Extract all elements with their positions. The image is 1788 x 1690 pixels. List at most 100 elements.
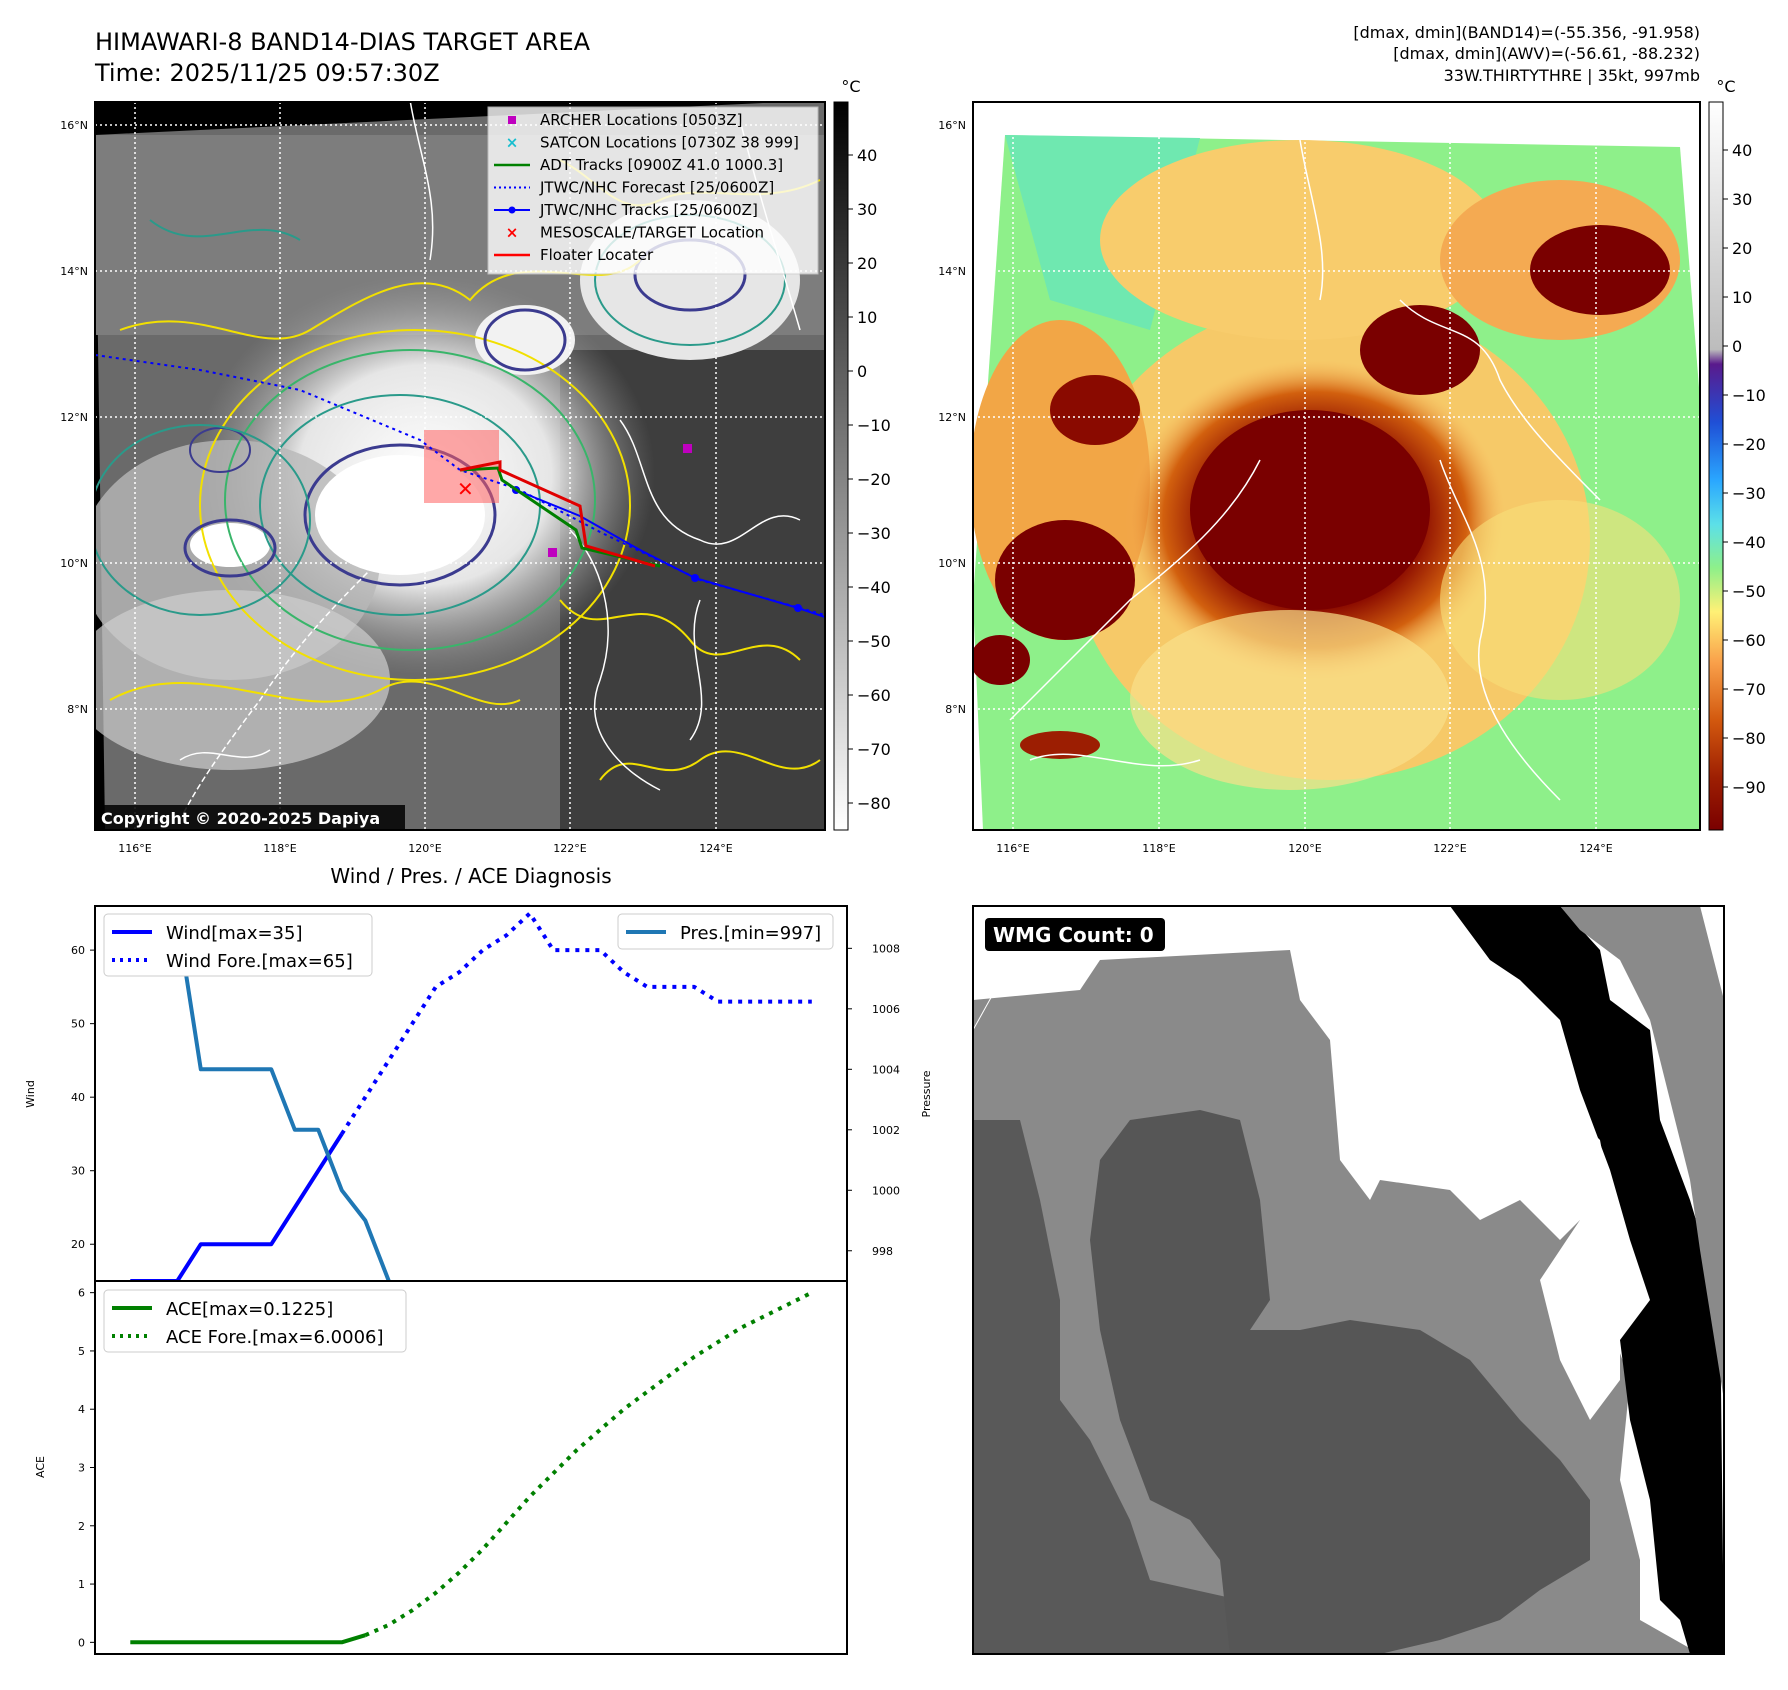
series-line-2 — [153, 916, 391, 1282]
awv-map: 116°E 118°E 120°E 122°E 124°E 16°N 14°N … — [938, 101, 1701, 855]
colorbar-tick-label: −50 — [1732, 582, 1766, 601]
diagnosis-title: Wind / Pres. / ACE Diagnosis — [330, 864, 611, 888]
pressure-legend-entry: Pres.[min=997] — [680, 923, 821, 944]
pressure-axis-label: Pressure — [920, 1070, 933, 1117]
y-tick-label: 6 — [78, 1287, 85, 1300]
legend-entry-6: Floater Locater — [540, 246, 654, 264]
archer-location-marker — [548, 548, 557, 557]
wmg-count-label: WMG Count: 0 — [993, 923, 1154, 947]
legend-marker-dot — [508, 206, 516, 214]
wmg-panel: WMG Count: 0 — [972, 905, 1725, 1655]
lat-label-10-right: 10°N — [938, 557, 966, 570]
legend-entry-3: JTWC/NHC Forecast [25/0600Z] — [539, 179, 774, 197]
legend-entry-5: MESOSCALE/TARGET Location — [540, 224, 764, 242]
y2-tick-label: 1008 — [872, 942, 900, 955]
lon-label-120-right: 120°E — [1288, 842, 1321, 855]
ace-legend-entry: ACE[max=0.1225] — [166, 1299, 333, 1320]
awv-colorbar-unit: °C — [1716, 77, 1735, 96]
wind-legend: Wind[max=35] Wind Fore.[max=65] — [103, 913, 373, 977]
target-location-marker: ✕ — [457, 477, 474, 501]
floater-locater-track — [459, 460, 656, 568]
colorbar-tick-label: 30 — [857, 200, 877, 219]
y-tick-label: 20 — [71, 1238, 85, 1251]
legend-entry-2: ADT Tracks [0900Z 41.0 1000.3] — [540, 156, 783, 174]
colorbar-tick-label: 0 — [857, 362, 867, 381]
lat-label-10-left: 10°N — [60, 557, 88, 570]
colorbar-tick-label: −80 — [857, 794, 891, 813]
archer-location-marker-2 — [683, 444, 692, 453]
ace-forecast-legend-entry: ACE Fore.[max=6.0006] — [166, 1327, 384, 1348]
wind-legend-entry: Wind[max=35] — [166, 923, 303, 944]
lat-label-16-left: 16°N — [60, 119, 88, 132]
legend-marker-x: × — [506, 134, 519, 152]
y-tick-label: 40 — [71, 1091, 85, 1104]
map-legend: ARCHER Locations [0503Z] × SATCON Location… — [487, 106, 819, 275]
colorbar-tick-label: −20 — [857, 470, 891, 489]
legend-marker-x: × — [506, 224, 519, 242]
pressure-legend: Pres.[min=997] — [617, 913, 834, 950]
lat-label-8-left: 8°N — [67, 703, 88, 716]
wind-axis-label: Wind — [24, 1080, 37, 1108]
lat-label-14-left: 14°N — [60, 265, 88, 278]
ir-colorbar-unit: °C — [841, 77, 860, 96]
lon-label-122-left: 122°E — [553, 842, 586, 855]
y2-tick-label: 1002 — [872, 1124, 900, 1137]
y-tick-label: 2 — [78, 1520, 85, 1533]
y-tick-label: 1 — [78, 1578, 85, 1591]
lat-label-14-right: 14°N — [938, 265, 966, 278]
y2-tick-label: 1000 — [872, 1184, 900, 1197]
colorbar-tick-label: −90 — [1732, 778, 1766, 797]
series-line-1 — [340, 911, 812, 1135]
ace-chart: 0 1 2 3 4 5 6 ACE ACE[max=0.1225] ACE Fore.[ma… — [34, 1280, 848, 1655]
colorbar-tick-label: 10 — [1732, 288, 1752, 307]
colorbar-tick-label: 20 — [1732, 239, 1752, 258]
legend-entry-0: ARCHER Locations [0503Z] — [540, 111, 743, 129]
dmax-awv-label: [dmax, dmin](AWV)=(-56.61, -88.232) — [1393, 44, 1700, 63]
colorbar-tick-label: −60 — [857, 686, 891, 705]
lon-label-116-right: 116°E — [996, 842, 1029, 855]
colorbar-tick-label: −40 — [857, 578, 891, 597]
colorbar-tick-label: −30 — [857, 524, 891, 543]
colorbar-tick-label: 40 — [1732, 141, 1752, 160]
ir-satellite-map: ✕ ARCHER Locations [0503Z] × SATCON Locati… — [60, 101, 826, 855]
dmax-band14-label: [dmax, dmin](BAND14)=(-55.356, -91.958) — [1353, 23, 1700, 42]
legend-entry-1: SATCON Locations [0730Z 38 999] — [540, 134, 799, 152]
series-line-0 — [130, 1633, 366, 1645]
y2-tick-label: 998 — [872, 1245, 893, 1258]
colorbar-tick-label: −20 — [1732, 435, 1766, 454]
adt-track — [459, 466, 661, 568]
lat-label-8-right: 8°N — [945, 703, 966, 716]
wind-forecast-legend-entry: Wind Fore.[max=65] — [166, 951, 353, 972]
lat-label-12-right: 12°N — [938, 411, 966, 424]
legend-entry-4: JTWC/NHC Tracks [25/0600Z] — [539, 201, 758, 219]
ace-axis-label: ACE — [34, 1456, 47, 1478]
y-tick-label: 4 — [78, 1403, 85, 1416]
y-tick-label: 60 — [71, 944, 85, 957]
colorbar-tick-label: −70 — [857, 740, 891, 759]
y2-tick-label: 1006 — [872, 1003, 900, 1016]
lon-label-118-right: 118°E — [1142, 842, 1175, 855]
figure-time: Time: 2025/11/25 09:57:30Z — [94, 59, 440, 87]
lon-label-120-left: 120°E — [408, 842, 441, 855]
colorbar-tick-label: −10 — [857, 416, 891, 435]
y-tick-label: 3 — [78, 1462, 85, 1475]
lon-label-122-right: 122°E — [1433, 842, 1466, 855]
lon-label-118-left: 118°E — [263, 842, 296, 855]
figure-title: HIMAWARI-8 BAND14-DIAS TARGET AREA — [95, 28, 591, 56]
colorbar-tick-label: −80 — [1732, 729, 1766, 748]
copyright-label: Copyright © 2020-2025 Dapiya — [101, 809, 380, 828]
y-tick-label: 0 — [78, 1636, 85, 1649]
storm-info-label: 33W.THIRTYTHRE | 35kt, 997mb — [1444, 66, 1700, 85]
awv-colorbar: °C 40 30 20 10 0 −10 −20 −30 −40 −50 −60 −70 −80 −90 — [1708, 77, 1766, 831]
lon-label-116-left: 116°E — [118, 842, 151, 855]
colorbar-tick-label: −30 — [1732, 484, 1766, 503]
colorbar-tick-label: −40 — [1732, 533, 1766, 552]
colorbar-tick-label: 30 — [1732, 190, 1752, 209]
lon-label-124-right: 124°E — [1579, 842, 1612, 855]
y-tick-label: 30 — [71, 1165, 85, 1178]
colorbar-tick-label: −50 — [857, 632, 891, 651]
legend-marker-square — [508, 116, 516, 124]
wind-pressure-chart: 20 30 40 50 60 998 1000 1002 1004 1006 1008 Wind P… — [24, 905, 933, 1283]
lon-label-124-left: 124°E — [699, 842, 732, 855]
y2-tick-label: 1004 — [872, 1063, 900, 1076]
